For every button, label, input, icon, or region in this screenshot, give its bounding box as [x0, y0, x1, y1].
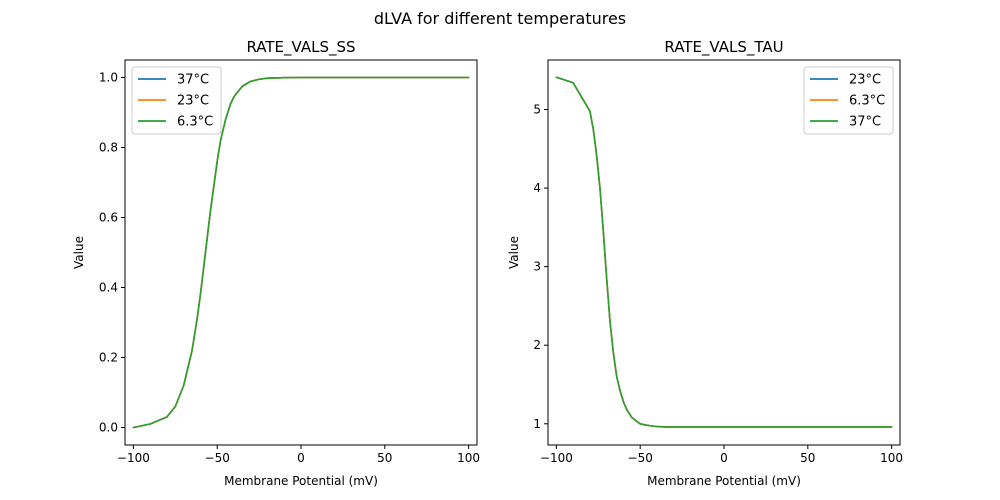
y-tick-label: 0.0	[99, 421, 118, 435]
legend-label: 6.3°C	[177, 115, 213, 130]
chart-panel-1: RATE_VALS_SS −100 −50 0 50 100 0.0 0.2 0.4 0.6 0.8…	[72, 38, 480, 488]
x-tick-label: −50	[205, 451, 230, 465]
y-tick-label: 3	[533, 260, 541, 274]
series-line-3	[555, 76, 893, 428]
x-tick-label: 0	[297, 451, 305, 465]
legend-box	[131, 66, 222, 135]
y-tick-label: 0.2	[99, 351, 118, 365]
legend-box	[803, 66, 894, 135]
x-tick-label: 0	[720, 451, 728, 465]
x-tick-label: 100	[880, 451, 903, 465]
x-tick-label: −100	[540, 451, 573, 465]
legend-label: 23°C	[849, 73, 881, 88]
legend: 37°C 23°C 6.3°C	[131, 66, 222, 135]
y-tick-label: 5	[533, 103, 541, 117]
legend-label: 37°C	[849, 115, 881, 130]
y-tick-label: 1.0	[99, 71, 118, 85]
x-tick-label: 50	[800, 451, 815, 465]
figure-suptitle: dLVA for different temperatures	[374, 9, 626, 28]
y-axis-label: Value	[507, 236, 521, 269]
y-tick-label: 2	[533, 338, 541, 352]
y-tick-label: 0.4	[99, 281, 118, 295]
legend: 23°C 6.3°C 37°C	[803, 66, 894, 135]
chart-panel-2: RATE_VALS_TAU −100 −50 0 50 100 1 2 3 4 5 Membrane …	[507, 38, 903, 488]
y-tick-label: 0.6	[99, 211, 118, 225]
y-tick-label: 4	[533, 181, 541, 195]
x-tick-label: 50	[377, 451, 392, 465]
x-tick-label: −100	[117, 451, 150, 465]
legend-label: 6.3°C	[849, 94, 885, 109]
x-axis-label: Membrane Potential (mV)	[647, 474, 801, 488]
x-tick-label: 100	[457, 451, 480, 465]
legend-label: 37°C	[177, 73, 209, 88]
x-tick-label: −50	[628, 451, 653, 465]
chart-title: RATE_VALS_SS	[246, 38, 355, 57]
legend-label: 23°C	[177, 94, 209, 109]
x-axis-label: Membrane Potential (mV)	[224, 474, 378, 488]
y-tick-label: 1	[533, 417, 541, 431]
y-tick-label: 0.8	[99, 141, 118, 155]
chart-title: RATE_VALS_TAU	[664, 38, 783, 57]
series-line-3	[132, 76, 470, 429]
y-axis-label: Value	[72, 236, 86, 269]
